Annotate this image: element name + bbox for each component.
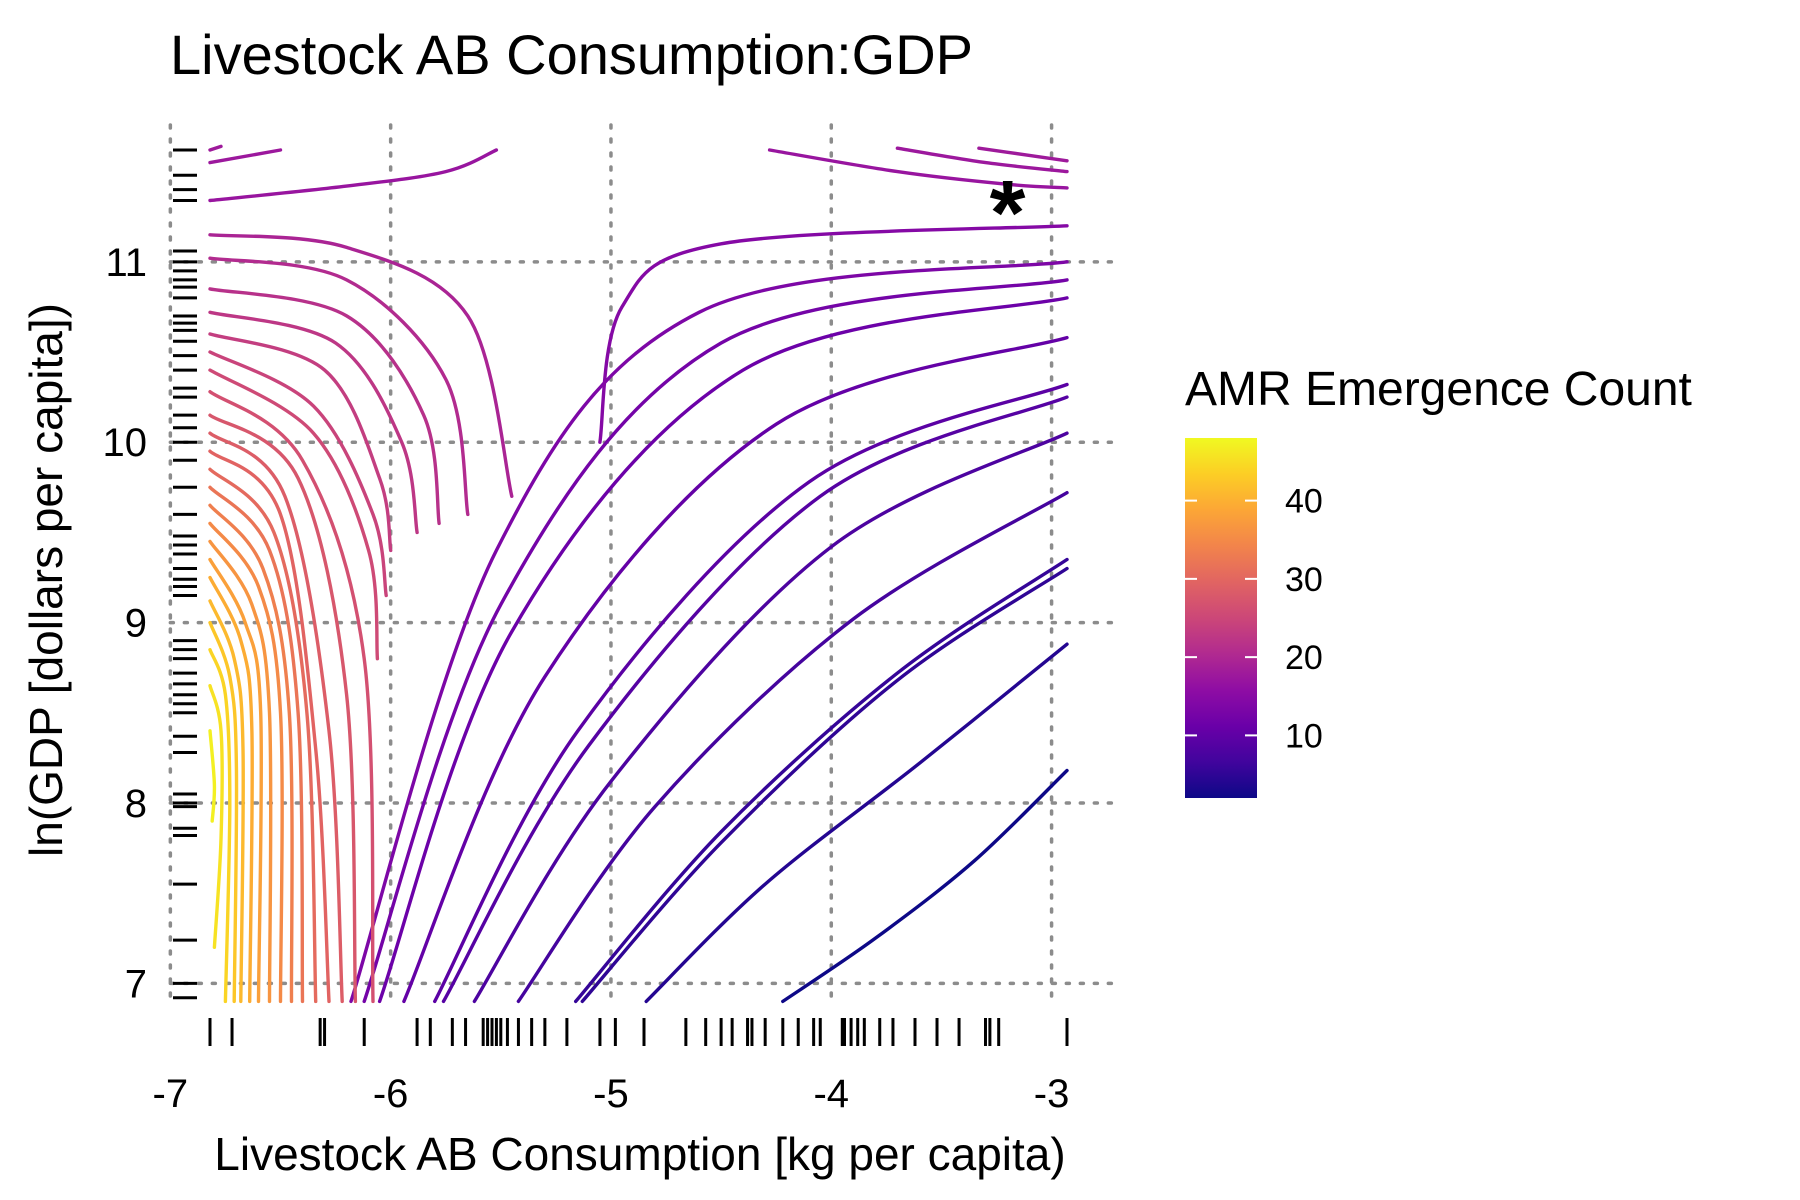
contour-line-9 bbox=[377, 296, 1069, 1004]
rug-marks bbox=[173, 148, 1069, 1046]
y-axis-title: ln(GDP [dollars per capita]) bbox=[20, 303, 72, 857]
contour-line-21 bbox=[208, 413, 358, 1004]
contour-line-25 bbox=[208, 485, 305, 1004]
gridlines bbox=[168, 123, 1114, 1009]
contour-line-12 bbox=[598, 224, 1069, 444]
contour-line-33 bbox=[208, 648, 232, 1004]
contour-line-4 bbox=[516, 491, 1069, 1004]
contour-line-1 bbox=[644, 642, 1069, 1004]
significance-marker: * bbox=[990, 162, 1026, 264]
contour-line-23 bbox=[208, 449, 331, 1004]
x-tick-label-4: -3 bbox=[1034, 1072, 1070, 1116]
contour-line-8 bbox=[402, 335, 1069, 1004]
contour-lines bbox=[208, 144, 1069, 1004]
x-tick-label-2: -5 bbox=[593, 1072, 629, 1116]
contour-line-35 bbox=[208, 729, 217, 823]
x-tick-label-1: -6 bbox=[373, 1072, 409, 1116]
contour-line-37 bbox=[208, 148, 283, 165]
chart-title: Livestock AB Consumption:GDP bbox=[170, 23, 973, 86]
legend-colorbar bbox=[1185, 438, 1257, 798]
x-axis-title: Livestock AB Consumption [kg per capita) bbox=[214, 1128, 1065, 1180]
contour-line-6 bbox=[441, 395, 1069, 1004]
contour-line-41 bbox=[977, 146, 1069, 163]
contour-line-16 bbox=[208, 310, 419, 535]
contour-line-32 bbox=[208, 620, 239, 1004]
contour-line-39 bbox=[767, 148, 1069, 190]
contour-line-38 bbox=[208, 144, 223, 152]
contour-line-30 bbox=[208, 575, 254, 1004]
contour-line-20 bbox=[208, 390, 375, 1004]
legend-tick-label-2: 30 bbox=[1285, 561, 1323, 599]
legend-tick-label-0: 10 bbox=[1285, 717, 1323, 755]
contour-line-5 bbox=[472, 431, 1069, 1004]
contour-line-17 bbox=[208, 332, 393, 553]
x-tick-label-3: -4 bbox=[813, 1072, 849, 1116]
y-tick-label-2: 9 bbox=[125, 602, 147, 646]
legend-ticks: 10 20 30 40 bbox=[1185, 483, 1323, 755]
x-tick-label-0: -7 bbox=[153, 1072, 189, 1116]
contour-line-14 bbox=[208, 256, 470, 517]
legend-tick-label-3: 40 bbox=[1285, 483, 1323, 521]
contour-line-3 bbox=[574, 557, 1069, 1004]
y-tick-label-3: 10 bbox=[103, 421, 148, 465]
contour-line-36 bbox=[208, 148, 499, 203]
y-tick-label-4: 11 bbox=[105, 241, 147, 285]
contour-line-18 bbox=[208, 350, 388, 598]
contour-line-15 bbox=[208, 287, 441, 526]
contour-line-2 bbox=[580, 566, 1069, 1004]
contour-line-11 bbox=[349, 260, 1069, 1004]
contour-line-34 bbox=[208, 684, 224, 949]
contour-line-40 bbox=[895, 146, 1069, 174]
contour-line-28 bbox=[208, 539, 273, 1004]
contour-line-7 bbox=[433, 382, 1069, 1004]
axis-ticks: -7 -6 -5 -4 -3 7 8 9 10 11 bbox=[103, 241, 1070, 1116]
contour-line-29 bbox=[208, 557, 264, 1004]
contour-line-13 bbox=[208, 233, 514, 498]
contour-line-19 bbox=[208, 368, 380, 661]
legend-tick-label-1: 20 bbox=[1285, 639, 1323, 677]
contour-line-0 bbox=[781, 768, 1069, 1004]
legend: AMR Emergence Count 10 20 30 40 bbox=[1185, 363, 1692, 798]
contour-line-22 bbox=[208, 431, 344, 1004]
y-tick-label-0: 7 bbox=[125, 962, 147, 1006]
contour-line-24 bbox=[208, 467, 318, 1004]
legend-title: AMR Emergence Count bbox=[1185, 363, 1692, 416]
contour-line-26 bbox=[208, 503, 294, 1004]
contour-line-27 bbox=[208, 521, 284, 1004]
contour-line-31 bbox=[208, 599, 245, 1004]
contour-line-10 bbox=[362, 278, 1069, 1004]
y-tick-label-1: 8 bbox=[125, 782, 147, 826]
